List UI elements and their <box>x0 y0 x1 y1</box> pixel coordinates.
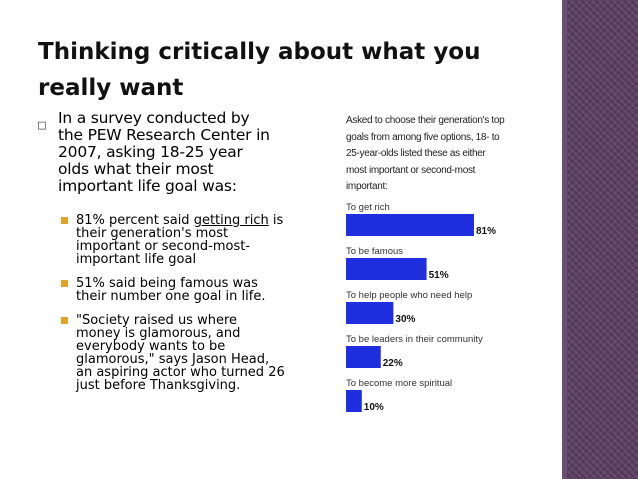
value-label: 51% <box>429 270 449 281</box>
point-1-underlined: getting rich <box>193 213 269 228</box>
point-3-text: "Society raised us where money is glamor… <box>76 313 285 393</box>
bar <box>346 302 394 324</box>
point-1-post: is their generation's most important or … <box>76 213 284 267</box>
lead-paragraph: In a survey conducted by the PEW Researc… <box>58 109 270 195</box>
sidebar-edge <box>562 0 567 479</box>
point-2-text: 51% said being famous was their number o… <box>76 276 266 304</box>
category-label: To get rich <box>346 202 390 213</box>
chart-layer: To get rich 81% To be famous 51% To help peo… <box>346 202 496 413</box>
category-label: To become more spiritual <box>346 378 452 389</box>
value-label: 22% <box>383 358 403 369</box>
bar <box>346 214 474 236</box>
square-bullet-icon <box>61 217 68 224</box>
slide-title: Thinking critically about what you reall… <box>38 34 558 106</box>
category-label: To be leaders in their community <box>346 334 483 345</box>
sub-bullet-1: 81% percent said getting rich is their g… <box>60 214 285 266</box>
sub-bullet-3: "Society raised us where money is glamor… <box>60 314 285 392</box>
decorative-sidebar <box>567 0 638 479</box>
point-1-pre: 81% percent said <box>76 213 194 228</box>
category-label: To be famous <box>346 246 403 257</box>
bar <box>346 390 362 412</box>
bar <box>346 346 381 368</box>
value-label: 30% <box>395 314 415 325</box>
bar-chart: To get rich 81% To be famous 51% To help peo… <box>346 202 496 413</box>
square-bullet-icon <box>61 280 68 287</box>
slide-title-line-1: Thinking critically about what you <box>38 39 481 65</box>
value-label: 10% <box>364 402 384 413</box>
sub-bullet-list: 81% percent said getting rich is their g… <box>60 214 285 403</box>
category-label: To help people who need help <box>346 290 472 301</box>
bullet-marker-icon: □ <box>38 118 46 133</box>
chart-title: Asked to choose their generation's top g… <box>346 115 505 192</box>
sub-bullet-2: 51% said being famous was their number o… <box>60 277 285 303</box>
value-label: 81% <box>476 226 496 237</box>
square-bullet-icon <box>61 317 68 324</box>
bar <box>346 258 427 280</box>
slide-title-line-2: really want <box>38 75 184 101</box>
